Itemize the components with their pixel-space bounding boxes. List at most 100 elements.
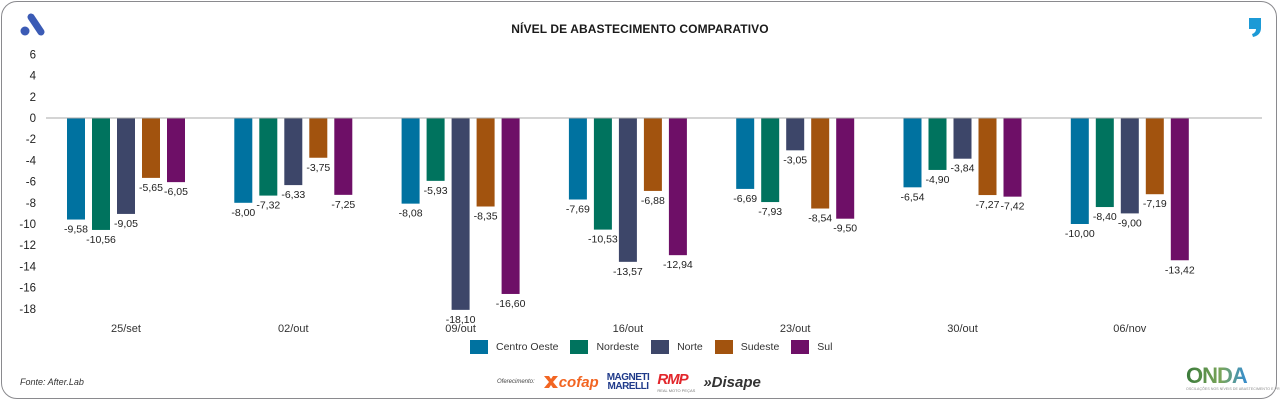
bar-centro-oeste bbox=[736, 118, 755, 189]
y-tick-label: 4 bbox=[30, 71, 37, 83]
data-label: -7,69 bbox=[566, 204, 590, 216]
x-category-label: 02/out bbox=[278, 323, 309, 335]
legend-swatch bbox=[570, 340, 589, 354]
bar-norte bbox=[117, 118, 135, 214]
bar-sul bbox=[1003, 118, 1022, 197]
y-tick-label: 2 bbox=[30, 92, 36, 104]
y-tick-label: 6 bbox=[30, 49, 36, 61]
chart-legend: Centro Oeste Nordeste Norte Sudeste Sul bbox=[470, 340, 844, 354]
legend-label: Nordeste bbox=[596, 341, 640, 353]
legend-label: Sul bbox=[817, 341, 833, 353]
data-label: -6,54 bbox=[901, 191, 925, 203]
y-tick-label: -10 bbox=[19, 219, 36, 231]
legend-label: Centro Oeste bbox=[496, 341, 559, 353]
bar-centro-oeste bbox=[568, 118, 587, 200]
data-label: -16,60 bbox=[496, 298, 526, 310]
x-category-label: 06/nov bbox=[1113, 323, 1147, 335]
legend-swatch bbox=[791, 340, 810, 354]
data-label: -7,32 bbox=[256, 200, 280, 212]
bar-sudeste bbox=[1145, 118, 1164, 195]
bar-norte bbox=[451, 118, 470, 310]
data-label: -3,75 bbox=[306, 162, 330, 174]
y-tick-label: -6 bbox=[26, 177, 36, 189]
data-label: -7,27 bbox=[976, 199, 1000, 211]
bar-nordeste bbox=[92, 118, 110, 230]
legend-item-centro-oeste: Centro Oeste bbox=[470, 340, 558, 354]
chart-title: NÍVEL DE ABASTECIMENTO COMPARATIVO bbox=[511, 22, 769, 36]
data-label: -5,93 bbox=[424, 185, 448, 197]
data-label: -13,42 bbox=[1165, 264, 1195, 276]
bar-sul bbox=[836, 118, 855, 219]
data-label: -8,54 bbox=[808, 213, 832, 225]
bar-sul bbox=[167, 118, 185, 183]
bar-nordeste bbox=[761, 118, 780, 203]
rmp-logo: RMP REAL MOTO PEÇAS bbox=[657, 371, 696, 393]
x-category-label: 25/set bbox=[111, 323, 141, 335]
y-tick-label: -12 bbox=[19, 240, 36, 252]
data-label: -9,58 bbox=[64, 224, 88, 236]
data-label: -5,65 bbox=[139, 182, 163, 194]
data-label: -10,56 bbox=[86, 234, 116, 246]
bar-norte bbox=[953, 118, 972, 159]
bar-norte bbox=[786, 118, 805, 151]
data-label: -8,40 bbox=[1093, 211, 1117, 223]
data-label: -12,94 bbox=[663, 259, 693, 271]
legend-swatch bbox=[651, 340, 670, 354]
bar-centro-oeste bbox=[234, 118, 253, 203]
y-tick-label: -18 bbox=[19, 304, 36, 316]
bar-nordeste bbox=[259, 118, 278, 196]
bar-nordeste bbox=[593, 118, 612, 230]
bar-sudeste bbox=[811, 118, 830, 209]
legend-swatch bbox=[470, 340, 488, 354]
data-label: -3,84 bbox=[951, 163, 975, 175]
data-label: -10,00 bbox=[1065, 228, 1095, 240]
data-label: -6,69 bbox=[733, 193, 757, 205]
letter-a-logo-icon bbox=[20, 13, 45, 36]
legend-swatch bbox=[714, 340, 733, 354]
bar-nordeste bbox=[1095, 118, 1114, 208]
bar-sul bbox=[334, 118, 353, 195]
bar-norte bbox=[1120, 118, 1139, 214]
sponsors-label: Oferecimento: bbox=[497, 379, 535, 385]
bar-sul bbox=[1170, 118, 1189, 261]
y-tick-label: -4 bbox=[26, 155, 37, 167]
onda-logo: ONDA OSCILAÇÕES NOS NÍVEIS DE ABASTECIME… bbox=[1186, 363, 1280, 392]
sponsors-bar: Oferecimento: cofap MAGNETI MARELLI RMP RE… bbox=[497, 371, 769, 393]
bar-sudeste bbox=[476, 118, 495, 207]
bar-sudeste bbox=[978, 118, 997, 196]
y-tick-label: -16 bbox=[19, 283, 36, 295]
data-label: -9,00 bbox=[1118, 217, 1142, 229]
legend-item-sul: Sul bbox=[791, 340, 832, 354]
data-label: -6,05 bbox=[164, 186, 188, 198]
bar-centro-oeste bbox=[903, 118, 922, 188]
data-label: -18,10 bbox=[446, 314, 476, 326]
data-label: -7,42 bbox=[1001, 201, 1025, 213]
y-tick-label: -2 bbox=[26, 134, 36, 146]
bar-sul bbox=[668, 118, 687, 256]
x-category-label: 30/out bbox=[947, 323, 978, 335]
y-tick-label: -14 bbox=[19, 261, 36, 273]
data-label: -9,50 bbox=[833, 223, 857, 235]
data-label: -6,88 bbox=[641, 195, 665, 207]
bar-sudeste bbox=[309, 118, 328, 158]
legend-item-norte: Norte bbox=[651, 340, 703, 354]
data-label: -3,05 bbox=[783, 154, 807, 166]
x-category-label: 16/out bbox=[613, 323, 644, 335]
data-label: -6,33 bbox=[281, 189, 305, 201]
bar-nordeste bbox=[426, 118, 445, 181]
bar-norte bbox=[284, 118, 303, 186]
legend-label: Norte bbox=[677, 341, 703, 353]
magneti-marelli-logo: MAGNETI MARELLI bbox=[606, 372, 650, 392]
data-label: -8,08 bbox=[399, 208, 423, 220]
disape-logo: »Disape bbox=[703, 373, 761, 391]
data-label: -10,53 bbox=[588, 234, 618, 246]
bar-nordeste bbox=[928, 118, 947, 170]
data-label: -7,19 bbox=[1143, 198, 1167, 210]
bar-sudeste bbox=[643, 118, 662, 191]
data-label: -9,05 bbox=[114, 218, 138, 230]
data-label: -8,00 bbox=[231, 207, 255, 219]
bar-centro-oeste bbox=[1070, 118, 1089, 224]
x-category-label: 23/out bbox=[780, 323, 811, 335]
comma-logo-icon bbox=[1249, 18, 1261, 37]
